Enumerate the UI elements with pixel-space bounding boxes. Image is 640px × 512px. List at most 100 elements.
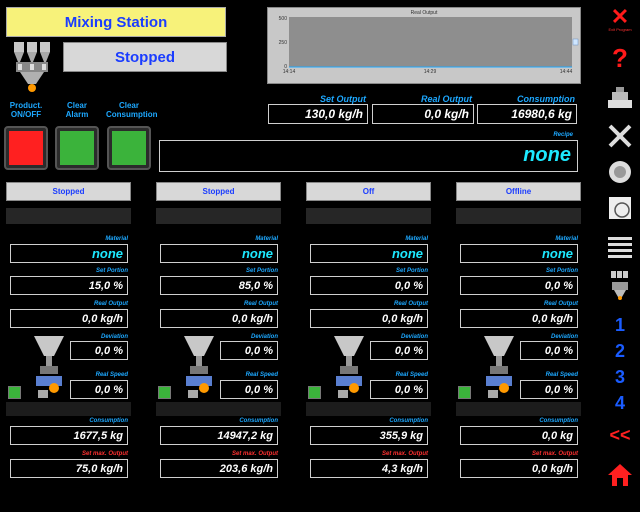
recipe-value: none [523,144,571,166]
consumption-field: 14947,2 kg [160,426,278,445]
set-max-output-field[interactable]: 4,3 kg/h [310,459,428,478]
back-button[interactable]: << [609,424,631,445]
real-output-chart: Real Output 500 250 0 14:14 14:29 14:44 [267,7,581,84]
real-speed-label: Real Speed [95,372,128,378]
set-portion-label: Set Portion [245,268,278,274]
set-max-output-label: Set max. Output [231,451,278,457]
page-3-button[interactable]: 3 [614,366,625,387]
real-speed-label: Real Speed [395,372,428,378]
set-output-value[interactable]: 130,0 kg/h [268,104,368,124]
chart-scroll-handle[interactable] [572,38,579,46]
feeder-icon [332,334,366,400]
clear-alarm-button[interactable] [55,126,99,170]
deviation-label: Deviation [400,334,428,340]
clear-alarm-label: Clear Alarm [65,101,89,119]
material-field[interactable]: none [310,244,428,263]
home-button[interactable] [600,460,640,490]
station-status-badge: Stopped [63,42,227,72]
real-output-field: 0,0 kg/h [160,309,278,328]
set-max-output-label: Set max. Output [381,451,428,457]
list-button[interactable] [600,232,640,262]
feeder-enable-toggle[interactable] [458,386,471,399]
sidebar: ✕ Exit Program ? [600,0,640,512]
exit-program-button[interactable]: ✕ Exit Program [600,4,640,34]
feeder-enable-toggle[interactable] [8,386,21,399]
set-max-output-field[interactable]: 0,0 kg/h [460,459,578,478]
consumption-field: 0,0 kg [460,426,578,445]
feeder-status-button[interactable]: Stopped [6,182,131,201]
clock-settings-button[interactable] [600,192,640,224]
material-field[interactable]: none [160,244,278,263]
deviation-label: Deviation [550,334,578,340]
clear-consumption-button[interactable] [107,126,151,170]
help-button[interactable]: ? [600,42,640,74]
recipe-box[interactable]: Recipe none [159,132,578,172]
material-label: Material [255,236,278,242]
material-field[interactable]: none [460,244,578,263]
feeder-progress-bar [456,208,581,224]
clear-consumption-indicator [112,131,146,165]
consumption-field: 1677,5 kg [10,426,128,445]
set-max-output-label: Set max. Output [81,451,128,457]
home-icon [608,464,632,486]
y-tick-label: 500 [279,16,288,22]
page-2-button[interactable]: 2 [614,340,625,361]
consumption-label: Consumption [389,418,428,424]
clear-consumption-label: Clear Consumption [106,101,158,119]
tools-icon [608,124,632,148]
product-toggle-label: Product. ON/OFF [9,101,43,119]
feeder-status-button[interactable]: Off [306,182,431,201]
set-max-output-field[interactable]: 75,0 kg/h [10,459,128,478]
product-toggle-indicator [9,131,43,165]
feeder-status-button[interactable]: Stopped [156,182,281,201]
consumption-value: 16980,6 kg [477,104,577,124]
real-output-label: Real Output [421,94,472,104]
x-tick-label: 14:29 [424,69,437,75]
exit-program-label: Exit Program [608,26,632,32]
x-tick-label: 14:14 [283,69,296,75]
feeder-separator-bar [456,402,581,416]
feeder-enable-toggle[interactable] [308,386,321,399]
y-tick-label: 0 [284,64,287,70]
chart-plot-area [289,17,572,67]
chart-svg: 500 250 0 14:14 14:29 14:44 [279,16,579,75]
material-field[interactable]: none [10,244,128,263]
feeder-status-button[interactable]: Offline [456,182,581,201]
feeder-progress-bar [306,208,431,224]
calibration-button[interactable] [600,156,640,188]
feeder-enable-toggle[interactable] [158,386,171,399]
y-tick-label: 250 [279,40,288,46]
clear-alarm-indicator [60,131,94,165]
mixer-overview-button[interactable] [600,268,640,302]
page-1-button[interactable]: 1 [614,314,625,335]
scale-button[interactable] [600,82,640,114]
deviation-field: 0,0 % [370,341,428,360]
feeder-separator-bar [6,402,131,416]
material-label: Material [555,236,578,242]
mixer-station-icon [10,40,54,94]
set-output-label: Set Output [320,94,366,104]
set-portion-label: Set Portion [545,268,578,274]
real-speed-field: 0,0 % [520,380,578,399]
station-title: Mixing Station [6,7,226,37]
set-portion-field[interactable]: 0,0 % [310,276,428,295]
product-toggle-button[interactable] [4,126,48,170]
real-output-field: 0,0 kg/h [310,309,428,328]
real-output-value: 0,0 kg/h [372,104,474,124]
list-icon [608,237,632,258]
chart-title: Real Output [410,10,438,16]
clock-icon [609,197,631,219]
set-max-output-field[interactable]: 203,6 kg/h [160,459,278,478]
feeder-progress-bar [6,208,131,224]
feeder-separator-bar [306,402,431,416]
set-portion-field[interactable]: 85,0 % [160,276,278,295]
real-output-label: Real Output [244,301,278,307]
real-speed-field: 0,0 % [370,380,428,399]
page-4-button[interactable]: 4 [614,392,625,413]
real-speed-field: 0,0 % [220,380,278,399]
set-portion-label: Set Portion [395,268,428,274]
set-portion-field[interactable]: 15,0 % [10,276,128,295]
tools-button[interactable] [600,120,640,152]
real-output-label: Real Output [94,301,128,307]
set-portion-field[interactable]: 0,0 % [460,276,578,295]
